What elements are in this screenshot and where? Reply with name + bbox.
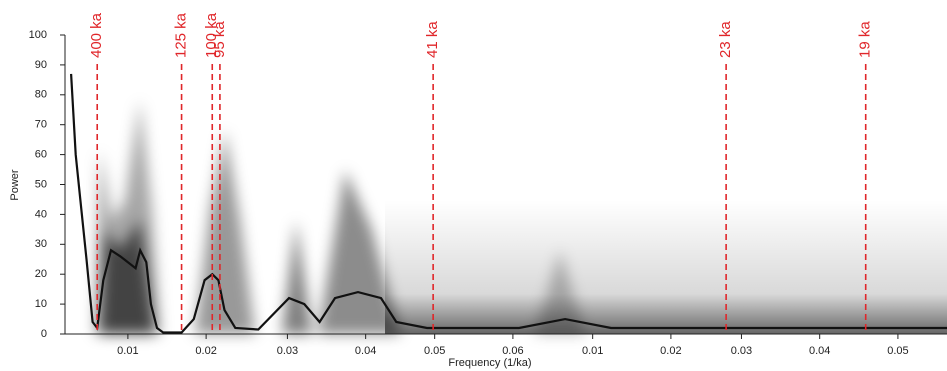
x-tick-label: 0.01	[582, 345, 603, 357]
y-tick-label: 40	[35, 208, 47, 220]
x-tick-label: 0.06	[502, 345, 523, 357]
x-axis-label: Frequency (1/ka)	[448, 357, 531, 369]
period-label: 95 ka	[211, 21, 228, 58]
period-label: 23 ka	[717, 21, 734, 58]
x-tick-label: 0.01	[117, 345, 138, 357]
x-tick-label: 0.03	[277, 345, 298, 357]
period-label: 100 ka	[203, 12, 220, 58]
period-label: 41 ka	[424, 21, 441, 58]
y-tick-label: 50	[35, 178, 47, 190]
period-label: 400 ka	[88, 12, 105, 58]
y-tick-label: 60	[35, 149, 47, 161]
x-tick-label: 0.03	[731, 345, 752, 357]
x-tick-label: 0.04	[355, 345, 376, 357]
y-tick-label: 20	[35, 268, 47, 280]
x-tick-label: 0.05	[887, 345, 908, 357]
y-tick-label: 70	[35, 119, 47, 131]
y-tick-label: 90	[35, 59, 47, 71]
period-label: 125 ka	[173, 12, 190, 58]
y-tick-label: 10	[35, 298, 47, 310]
y-tick-label: 30	[35, 238, 47, 250]
period-label: 19 ka	[857, 21, 874, 58]
y-tick-label: 100	[29, 29, 47, 41]
x-tick-label: 0.05	[424, 345, 445, 357]
x-tick-label: 0.02	[660, 345, 681, 357]
y-tick-label: 80	[35, 89, 47, 101]
density-tail	[385, 200, 947, 334]
y-axis-label: Power	[9, 169, 21, 201]
density-shading	[95, 100, 585, 334]
y-tick-label: 0	[41, 328, 47, 340]
x-tick-label: 0.02	[195, 345, 216, 357]
power-line	[70, 73, 947, 334]
x-tick-label: 0.04	[809, 345, 830, 357]
